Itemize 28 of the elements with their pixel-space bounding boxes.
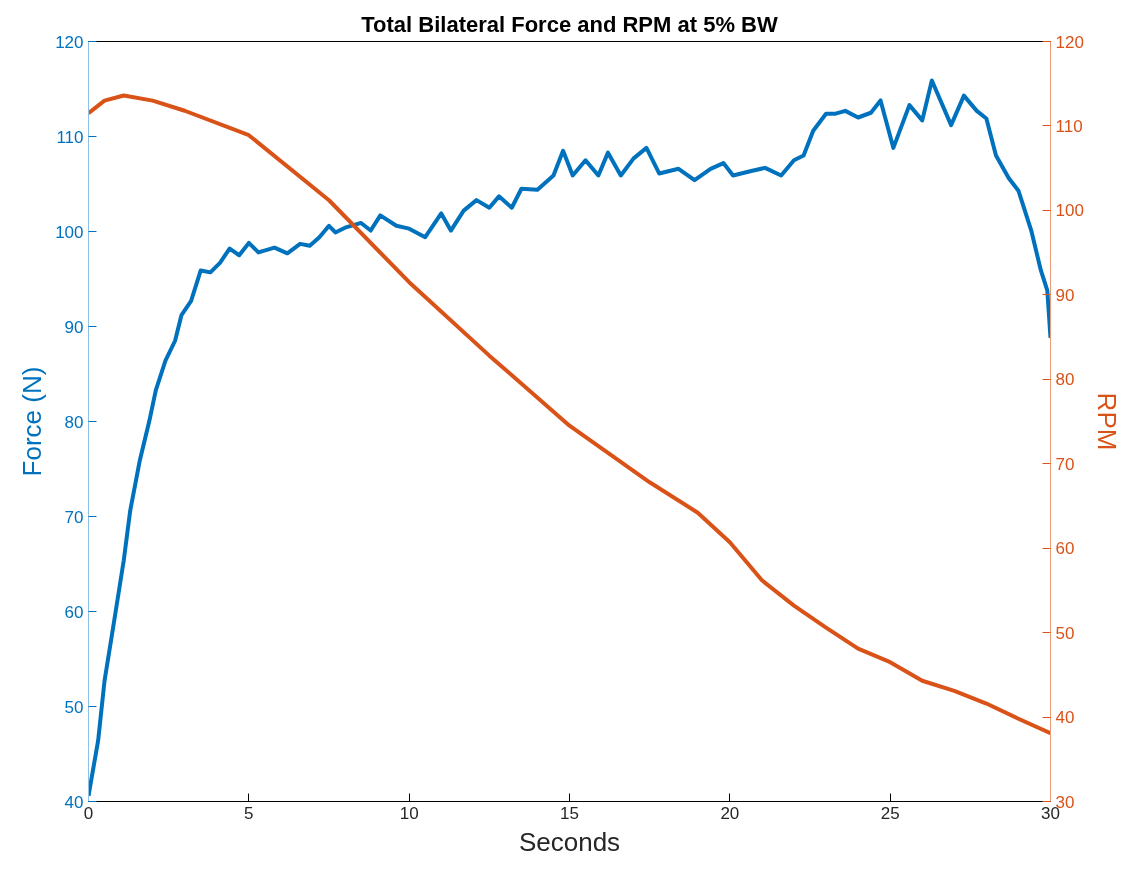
x-tick-label: 0 — [83, 803, 94, 823]
y2-tick-label: 100 — [1055, 201, 1084, 221]
y2-tick-label: 50 — [1055, 623, 1075, 643]
y2-tick-label: 40 — [1055, 708, 1075, 728]
y-tick-label: 100 — [55, 222, 84, 242]
y-tick-label: 80 — [64, 412, 84, 432]
x-tick-label: 5 — [244, 803, 254, 823]
y-tick-label: 60 — [64, 602, 84, 622]
chart-title: Total Bilateral Force and RPM at 5% BW — [361, 11, 778, 37]
y-tick-label: 50 — [64, 697, 84, 717]
y2-tick-label: 60 — [1055, 539, 1075, 559]
x-axis-title: Seconds — [518, 826, 621, 857]
x-tick-label: 20 — [720, 803, 740, 823]
x-tick-label: 25 — [880, 803, 900, 823]
y-axis-title: Force (N) — [17, 366, 48, 477]
y-tick-label: 90 — [64, 317, 84, 337]
y2-tick-label: 110 — [1055, 116, 1083, 136]
y-tick-label: 70 — [64, 507, 84, 527]
y-tick-label: 40 — [64, 792, 84, 812]
x-tick-label: 15 — [560, 803, 579, 823]
y-tick-label: 110 — [56, 127, 84, 147]
y2-axis-title: RPM — [1091, 392, 1122, 451]
y2-tick-label: 90 — [1055, 285, 1075, 305]
y-tick-label: 120 — [55, 32, 84, 52]
x-tick-label: 10 — [399, 803, 419, 823]
y2-tick-label: 70 — [1055, 454, 1075, 474]
y2-tick-label: 80 — [1055, 370, 1075, 390]
y2-tick-label: 120 — [1055, 32, 1084, 52]
